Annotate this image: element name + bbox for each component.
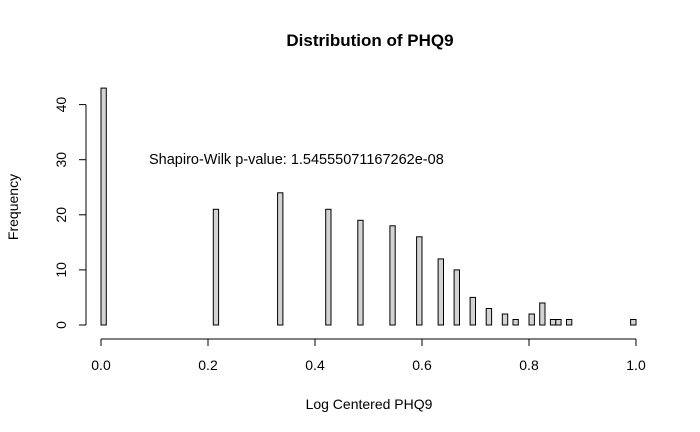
y-axis: 0 10 20 30 40 xyxy=(53,97,87,329)
histogram-bar xyxy=(277,192,284,326)
histogram-bar xyxy=(416,236,423,326)
bars-group xyxy=(100,87,637,326)
y-tick-label: 20 xyxy=(53,207,69,223)
y-tick-label: 40 xyxy=(53,97,69,113)
x-tick-label: 1.0 xyxy=(626,357,646,373)
histogram-bar xyxy=(212,208,220,326)
histogram-bar xyxy=(453,269,461,326)
y-tick-label: 0 xyxy=(53,321,69,329)
histogram-bar xyxy=(325,208,332,326)
histogram-bar xyxy=(555,319,562,326)
x-tick-label: 0.0 xyxy=(91,357,111,373)
histogram-bar xyxy=(630,319,637,326)
x-tick-label: 0.8 xyxy=(519,357,539,373)
histogram-bar xyxy=(512,319,519,326)
x-tick-label: 0.6 xyxy=(412,357,432,373)
histogram-bar xyxy=(357,219,364,326)
histogram-bar xyxy=(539,302,546,326)
x-tick-label: 0.2 xyxy=(198,357,218,373)
y-axis-label: Frequency xyxy=(5,174,21,240)
histogram-bar xyxy=(100,87,107,326)
histogram-bar xyxy=(469,296,477,326)
histogram-bar xyxy=(566,319,573,326)
y-tick-label: 30 xyxy=(53,152,69,168)
histogram-bar xyxy=(528,313,535,326)
histogram-bar xyxy=(485,308,493,326)
x-tick-label: 0.4 xyxy=(305,357,325,373)
histogram-bar xyxy=(501,313,509,326)
chart-title: Distribution of PHQ9 xyxy=(286,31,453,50)
shapiro-wilk-annotation: Shapiro-Wilk p-value: 1.54555071167262e-… xyxy=(149,152,444,168)
x-axis: 0.0 0.2 0.4 0.6 0.8 1.0 xyxy=(91,338,646,373)
y-tick-label: 10 xyxy=(53,262,69,278)
histogram-bar xyxy=(389,225,396,326)
x-axis-label: Log Centered PHQ9 xyxy=(306,396,433,412)
histogram-bar xyxy=(437,258,445,326)
histogram-bar xyxy=(549,319,557,326)
